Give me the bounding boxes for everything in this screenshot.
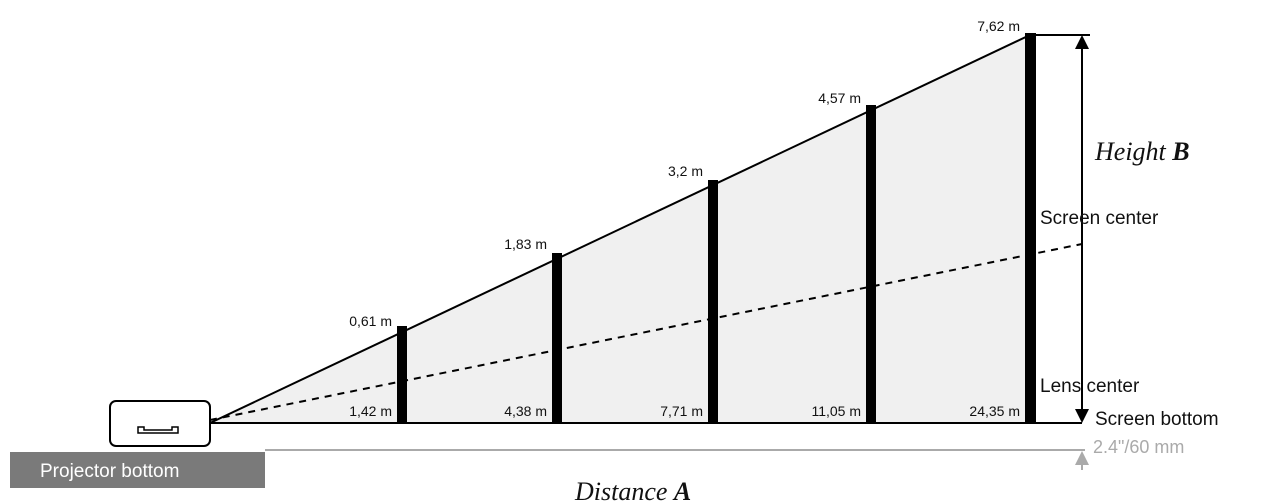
projector-lens [137,426,179,434]
distance-label: 11,05 m [811,403,861,419]
screen [397,326,407,423]
distance-label: 7,71 m [660,403,703,419]
center-ray [209,243,1083,421]
screen [1025,33,1036,423]
distance-letter: A [672,477,691,504]
screen [552,253,562,423]
screen [708,180,718,423]
lens-center-label: Lens center [1040,376,1140,397]
height-letter: B [1171,137,1189,166]
screen [866,105,876,423]
height-label: 7,62 m [977,18,1020,34]
projector-bottom-label: Projector bottom [40,461,179,482]
height-word: Height [1094,137,1167,166]
height-label: 3,2 m [668,163,703,179]
distance-label: 1,42 m [349,403,392,419]
offset-label: 2.4"/60 mm [1093,437,1184,457]
projector [109,400,211,447]
height-label: 0,61 m [349,313,392,329]
top-ray [209,34,1031,424]
distance-label: 24,35 m [969,403,1020,419]
projector-bottom-bar [10,452,265,488]
distance-word: Distance [574,477,667,504]
screen-bottom-label: Screen bottom [1095,409,1219,430]
distance-label: 4,38 m [504,403,547,419]
screen-center-label: Screen center [1040,208,1159,229]
height-title: Height B [1094,137,1190,166]
distance-title: Distance A [574,477,691,504]
screens [397,33,1036,423]
height-label: 4,57 m [818,90,861,106]
height-label: 1,83 m [504,236,547,252]
